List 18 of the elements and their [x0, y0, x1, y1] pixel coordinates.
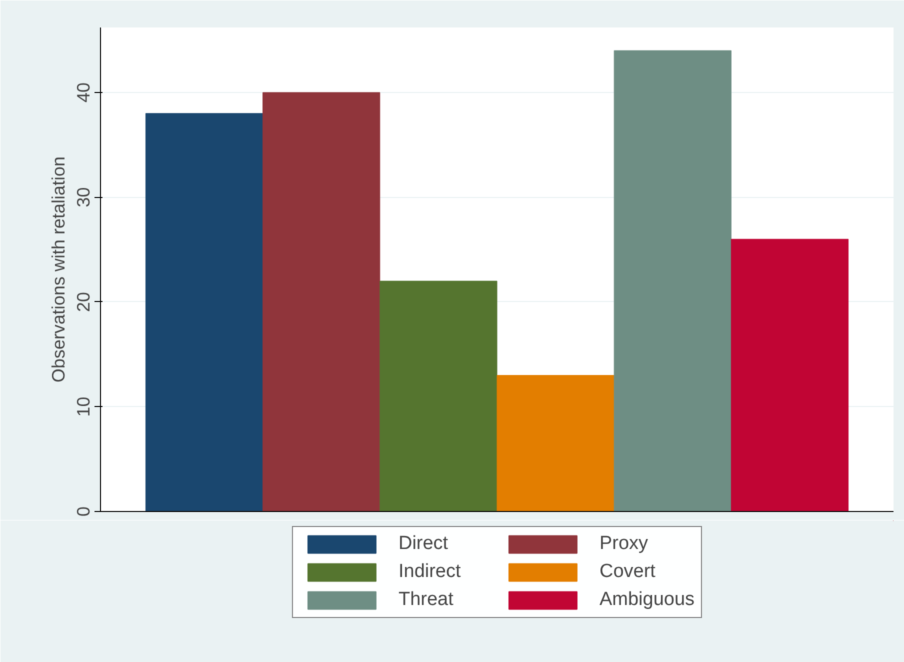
y-tick-label: 0	[74, 506, 94, 517]
y-tick-label: 20	[74, 292, 94, 312]
legend-label: Threat	[398, 589, 454, 611]
bar	[730, 238, 849, 512]
legend-label: Covert	[599, 561, 656, 583]
y-tick-label: 30	[74, 187, 94, 208]
y-axis-title: Observations with retaliation	[48, 156, 68, 383]
legend-label: Proxy	[599, 533, 650, 555]
legend-label: Direct	[398, 533, 450, 555]
bar	[496, 375, 614, 512]
bar	[262, 92, 380, 512]
y-tick-label: 10	[74, 396, 94, 417]
legend-label: Ambiguous	[599, 589, 695, 611]
bar	[145, 113, 264, 512]
bar	[614, 50, 732, 512]
bar	[380, 280, 498, 512]
legend-label: Indirect	[398, 561, 462, 583]
y-tick-label: 40	[74, 82, 94, 102]
